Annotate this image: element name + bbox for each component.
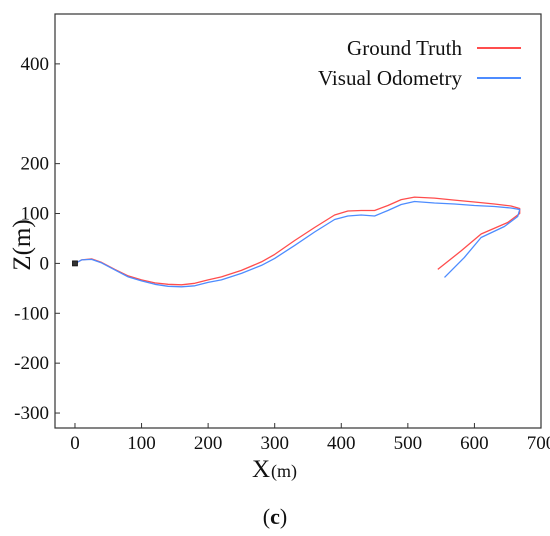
y-tick-label: -300 [14, 403, 49, 424]
series-line-visual-odometry [74, 200, 521, 288]
x-axis-unit-text: (m) [271, 461, 297, 482]
y-axis-ticks: -300 -200 -100 0 100 200 400 [14, 54, 60, 424]
x-tick-label: 400 [327, 433, 356, 454]
start-point-marker [72, 260, 78, 267]
x-tick-label: 100 [127, 433, 156, 454]
y-tick-label: 200 [21, 154, 50, 175]
y-axis-title: Z(m) [9, 219, 36, 270]
x-tick-label: 0 [70, 433, 80, 454]
x-axis-title: X (m) [252, 456, 297, 483]
legend-label: Visual Odometry [318, 66, 462, 90]
caption-open: ( [263, 504, 270, 529]
plot-frame [54, 13, 542, 429]
x-tick-label: 300 [260, 433, 289, 454]
y-tick-label: 100 [21, 204, 50, 225]
y-tick-label: 0 [40, 253, 50, 274]
y-tick-label: -100 [14, 303, 49, 324]
caption-close: ) [280, 504, 287, 529]
x-tick-label: 600 [460, 433, 489, 454]
x-axis-ticks: 0 100 200 300 400 500 600 700 [70, 423, 550, 454]
figure-caption: (c) [263, 504, 287, 529]
series-layer [72, 196, 521, 288]
x-axis-title-text: X [252, 456, 270, 483]
legend-label: Ground Truth [347, 36, 462, 60]
y-tick-label: 400 [21, 54, 50, 75]
x-tick-label: 200 [194, 433, 223, 454]
legend: Ground Truth Visual Odometry [318, 36, 521, 90]
series-line-ground-truth [74, 196, 521, 286]
x-tick-label: 700 [527, 433, 550, 454]
caption-letter: c [270, 504, 280, 529]
x-tick-label: 500 [394, 433, 423, 454]
y-tick-label: -200 [14, 353, 49, 374]
